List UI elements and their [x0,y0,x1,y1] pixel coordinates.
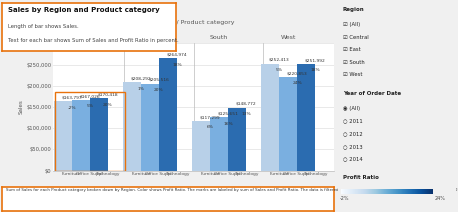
Text: ☑ Central: ☑ Central [343,35,369,40]
Bar [279,77,297,171]
Text: Sales by Region and Product category: Sales by Region and Product category [7,7,159,13]
Text: ○ 2013: ○ 2013 [343,144,362,149]
Text: Sum of Sales for each Product category broken down by Region. Color shows Profit: Sum of Sales for each Product category b… [5,188,458,192]
Text: $163,797: $163,797 [61,96,82,99]
Text: 20%: 20% [103,103,113,107]
Bar [72,100,90,171]
Text: 16%: 16% [223,122,233,126]
Text: $251,992: $251,992 [305,58,326,62]
Text: Length of bar shows Sales.: Length of bar shows Sales. [7,24,78,29]
Text: -2%: -2% [68,106,76,110]
Text: Central: Central [69,35,93,40]
Text: ○ 2011: ○ 2011 [343,119,362,124]
Text: Year of Order Date: Year of Order Date [343,91,401,96]
Bar [159,58,177,171]
Text: West: West [281,35,296,40]
Text: $167,026: $167,026 [80,94,100,98]
Text: 13%: 13% [241,112,251,116]
Text: $208,292: $208,292 [131,77,151,81]
Text: ☑ (All): ☑ (All) [343,22,360,27]
Text: ☑ South: ☑ South [343,60,365,65]
Text: $148,772: $148,772 [236,102,256,106]
Y-axis label: Sales: Sales [18,100,23,114]
Text: $125,651: $125,651 [218,112,239,116]
Bar [297,64,315,171]
Text: 5%: 5% [276,68,283,72]
Text: 24%: 24% [292,81,302,85]
Text: Region: Region [343,7,365,12]
Text: $264,974: $264,974 [167,53,187,57]
Text: 1%: 1% [137,87,144,91]
Text: ☑ West: ☑ West [343,73,362,77]
Text: $170,418: $170,418 [98,93,118,97]
Text: Profit Ratio: Profit Ratio [343,175,379,180]
Title: Region / Product category: Region / Product category [153,20,234,25]
Bar [210,117,228,171]
Text: ◉ (All): ◉ (All) [343,106,360,111]
Text: 20%: 20% [154,88,164,92]
Text: 6%: 6% [207,126,213,129]
Text: 5%: 5% [86,104,93,108]
Text: ○ 2014: ○ 2014 [343,156,362,161]
Text: $252,413: $252,413 [269,58,289,62]
Text: ○ 2012: ○ 2012 [343,131,362,136]
Bar [90,98,108,171]
Text: Text for each bar shows Sum of Sales and Profit Ratio in percent.: Text for each bar shows Sum of Sales and… [7,38,178,43]
Bar [141,84,159,171]
Bar [262,64,279,171]
Text: 18%: 18% [172,63,182,67]
Text: East: East [143,35,157,40]
Text: $220,853: $220,853 [287,71,308,75]
Text: South: South [210,35,228,40]
Bar [228,107,246,171]
Bar [54,101,72,171]
Text: 24%: 24% [435,196,446,201]
Bar [192,121,210,171]
Text: 18%: 18% [311,68,320,72]
Bar [123,82,141,171]
Text: $117,299: $117,299 [200,115,220,119]
Text: -2%: -2% [340,196,349,201]
Text: ☑ East: ☑ East [343,47,360,52]
Text: $205,516: $205,516 [148,78,169,82]
